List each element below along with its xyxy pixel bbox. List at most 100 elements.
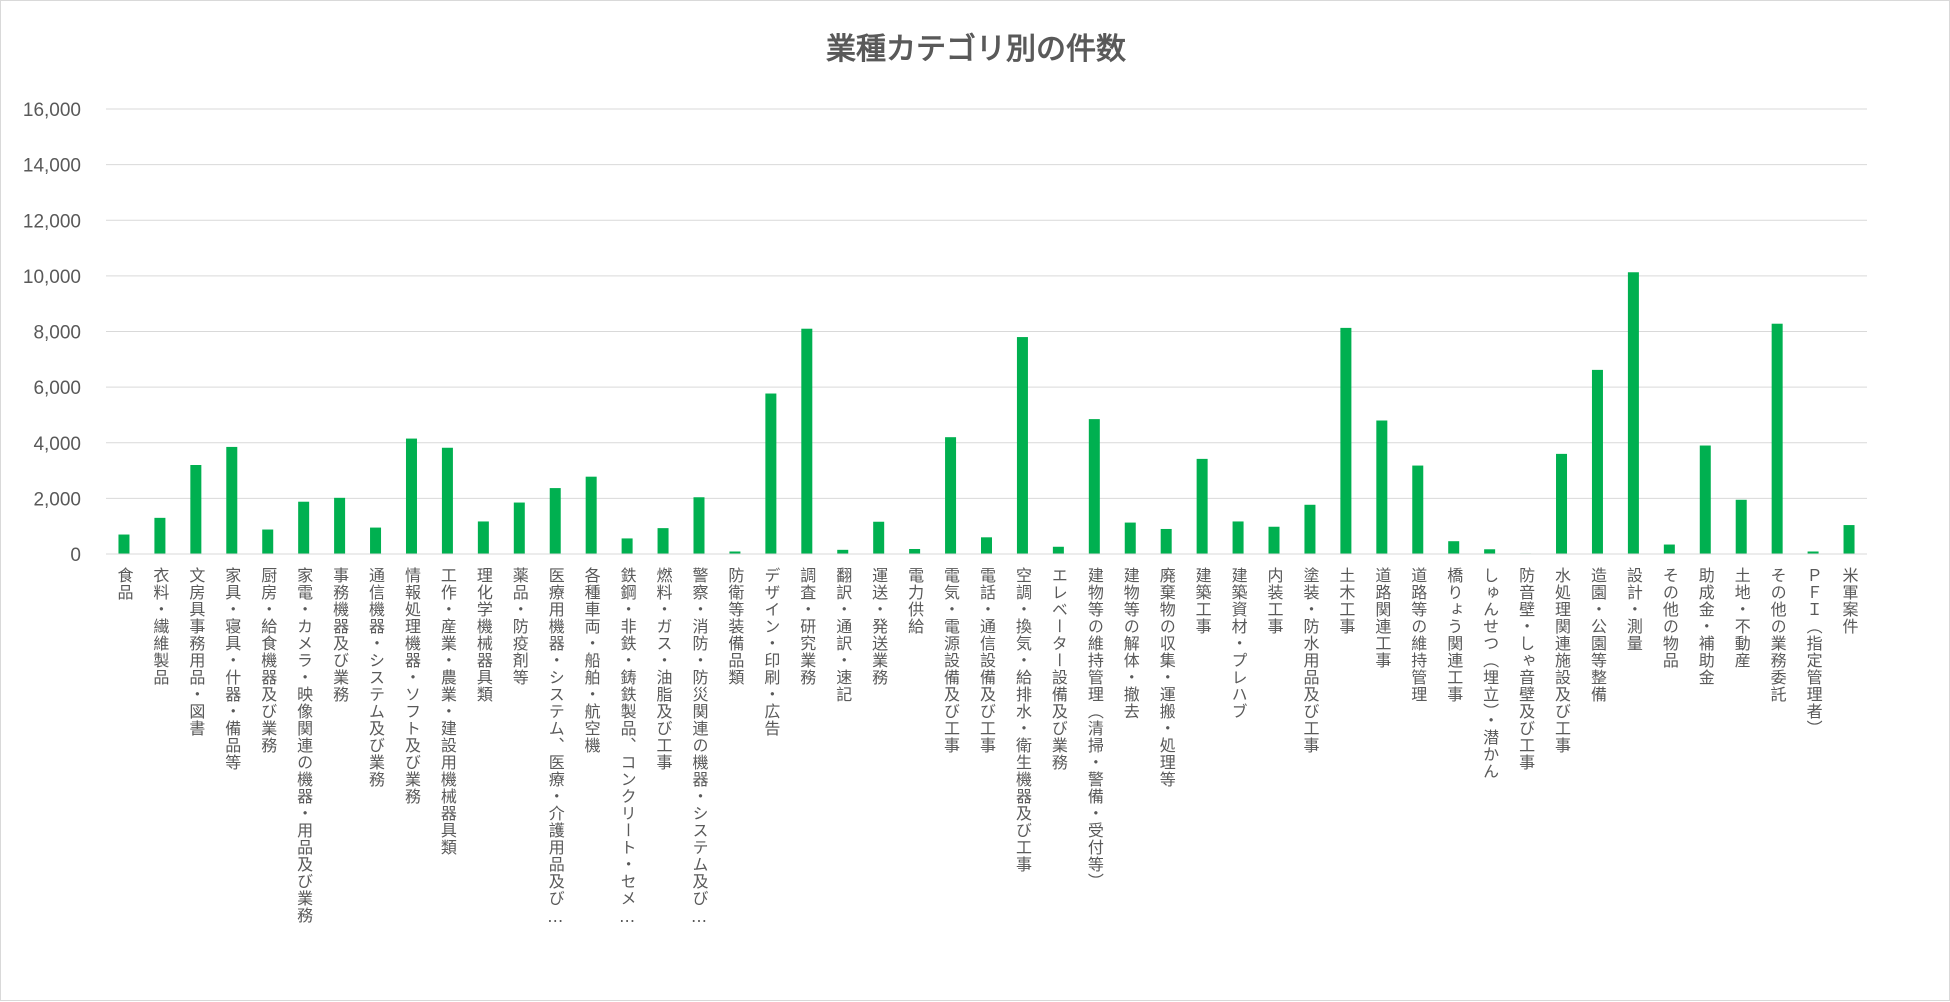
bar (1591, 369, 1603, 554)
x-tick-label: その他の物品 (1660, 567, 1679, 669)
bar (1016, 337, 1028, 554)
x-tick-label: 運送・発送業務 (869, 567, 888, 686)
bar (477, 521, 489, 554)
bar (1340, 327, 1352, 554)
chart-title: 業種カテゴリ別の件数 (826, 32, 1127, 67)
bar (1699, 445, 1711, 554)
x-tick-label: 塗装・防水用品及び工事 (1300, 566, 1319, 754)
x-tick-label: 建築工事 (1193, 567, 1212, 635)
bar (1088, 419, 1100, 554)
x-tick-label: その他の業務委託 (1768, 567, 1787, 703)
x-tick-label: 建物等の維持管理（清掃・警備・受付等） (1085, 567, 1104, 890)
x-tick-label: エレベーター設備及び業務 (1049, 567, 1068, 771)
x-tick-label: 家電・カメラ・映像関連の機器・用品及び業務 (294, 567, 313, 924)
x-tick-label: 医療用機器・システム、医療・介護用品及び… (546, 567, 565, 927)
x-tick-label: 電話・通信設備及び工事 (977, 567, 996, 754)
bar (981, 537, 992, 554)
x-tick-label: 道路等の維持管理 (1408, 567, 1427, 703)
bar (1771, 323, 1783, 554)
x-tick-label: 道路関連工事 (1372, 567, 1391, 669)
bar (405, 438, 417, 554)
bar (945, 437, 957, 554)
x-tick-label: 米軍案件 (1840, 567, 1859, 635)
x-tick-label: 薬品・防疫剤等 (510, 567, 529, 686)
bar (370, 527, 382, 554)
bar (441, 447, 453, 554)
x-tick-label: ＰＦＩ（指定管理者） (1804, 567, 1823, 737)
x-tick-label: 防衛等装備品類 (725, 567, 744, 686)
bar (693, 497, 705, 554)
x-tick-label: しゅんせつ（埋立）・潜かん (1480, 567, 1499, 780)
y-tick-label: 12,000 (23, 211, 81, 232)
bar (1663, 544, 1675, 554)
x-tick-label: 橋りょう関連工事 (1444, 567, 1463, 703)
bar (1232, 521, 1244, 554)
y-tick-label: 16,000 (23, 100, 81, 121)
x-tick-label: 土木工事 (1336, 567, 1355, 635)
bar (1268, 526, 1280, 554)
bar (513, 502, 525, 554)
bar (837, 549, 849, 554)
x-tick-label: 翻訳・通訳・速記 (833, 567, 852, 703)
x-tick-label: 水処理関連施設及び工事 (1552, 567, 1571, 754)
x-tick-label: 設計・測量 (1624, 567, 1643, 652)
bar (1735, 499, 1747, 554)
x-tick-label: 防音壁・しゃ音壁及び工事 (1516, 567, 1535, 771)
x-tick-label: 調査・研究業務 (797, 567, 816, 686)
y-tick-label: 0 (70, 545, 81, 566)
x-tick-label: 助成金・補助金 (1696, 567, 1715, 686)
x-tick-label: 厨房・給食機器及び業務 (258, 567, 277, 754)
bar (1160, 528, 1172, 554)
bar (549, 488, 561, 554)
bar (909, 548, 921, 554)
x-tick-label: 家具・寝具・什器・備品等 (222, 567, 241, 771)
x-tick-label: 情報処理機器・ソフト及び業務 (402, 567, 421, 805)
x-tick-label: 警察・消防・防災関連の機器・システム及び… (689, 567, 708, 927)
x-tick-label: 事務機器及び業務 (330, 567, 349, 703)
y-tick-label: 2,000 (33, 489, 81, 510)
bar (801, 328, 813, 554)
x-tick-label: 内装工事 (1265, 567, 1284, 635)
bar (729, 551, 741, 554)
bar (1843, 525, 1855, 554)
bar (1304, 504, 1316, 554)
bar (1484, 549, 1496, 554)
bar (1196, 458, 1208, 554)
x-tick-label: 鉄鋼・非鉄・鋳鉄製品、コンクリート・セメ… (618, 567, 637, 927)
y-tick-label: 14,000 (23, 156, 81, 177)
x-tick-label: 工作・産業・農業・建設用機械器具類 (438, 567, 457, 856)
bar (1376, 420, 1388, 554)
x-tick-label: 理化学機械器具類 (474, 567, 493, 703)
x-tick-label: 電気・電源設備及び工事 (941, 567, 960, 754)
bar (1807, 551, 1819, 554)
bar (190, 465, 202, 554)
bar (585, 476, 597, 554)
bar (298, 501, 310, 554)
bar (1556, 453, 1568, 554)
x-tick-label: 土地・不動産 (1732, 567, 1751, 669)
x-tick-label: 燃料・ガス・油脂及び工事 (654, 567, 673, 771)
bar (1412, 465, 1424, 554)
bar (1627, 272, 1639, 554)
bar (262, 529, 274, 554)
x-axis-tick-labels: 食品 衣料・繊維製品 文房具事務用品・図書 家具・寝具・什器・備品等 厨房・給食機器及び… (114, 566, 1858, 927)
y-tick-label: 4,000 (33, 434, 81, 455)
bar (1124, 522, 1136, 554)
bars (118, 272, 1855, 554)
y-tick-label: 8,000 (33, 323, 81, 344)
bar (154, 517, 166, 554)
bar (226, 446, 238, 554)
bar (657, 528, 669, 554)
x-tick-label: 電力供給 (905, 567, 924, 635)
bar (621, 538, 633, 554)
y-tick-label: 6,000 (33, 378, 81, 399)
bar (765, 393, 777, 554)
gridlines (106, 108, 1867, 499)
x-tick-label: 建物等の解体・撤去 (1121, 567, 1140, 720)
x-tick-label: 空調・換気・給排水・衛生機器及び工事 (1013, 567, 1032, 873)
bar (118, 534, 130, 554)
y-axis-tick-labels: 0 2,000 4,000 6,000 8,000 10,000 12,000 14,000 1… (23, 100, 81, 566)
x-tick-label: 通信機器・システム及び業務 (366, 567, 385, 788)
